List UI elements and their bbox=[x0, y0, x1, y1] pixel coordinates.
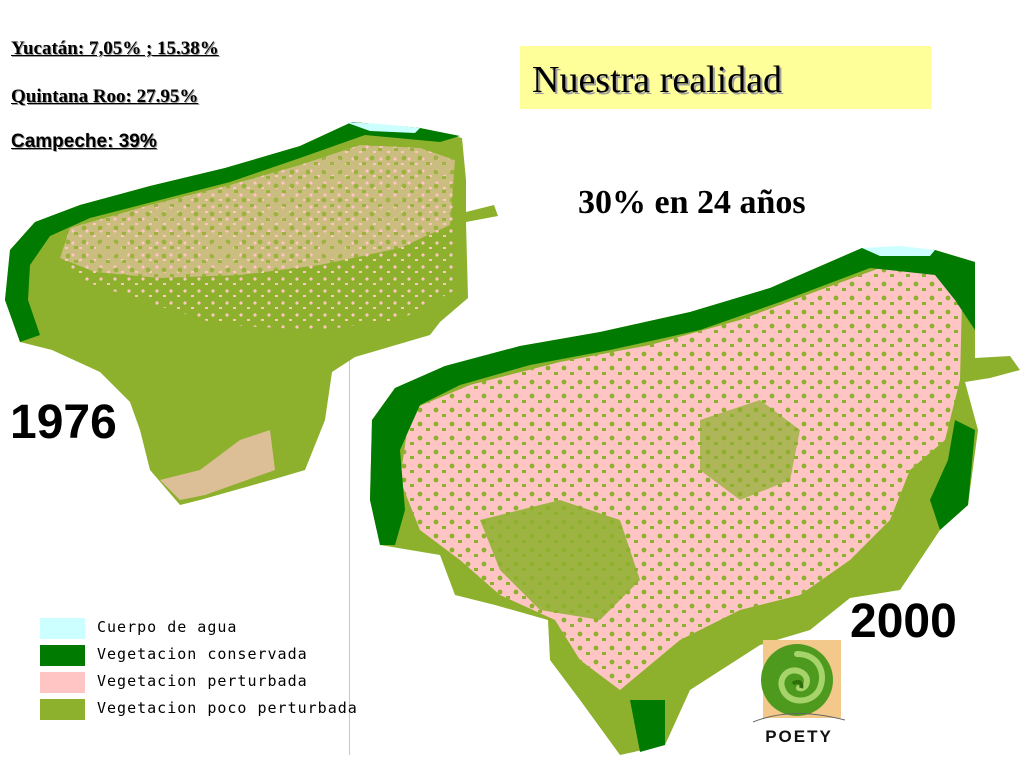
legend-label: Cuerpo de agua bbox=[97, 618, 238, 636]
title-box: Nuestra realidad bbox=[520, 46, 931, 109]
legend-swatch bbox=[40, 618, 85, 639]
poety-logo-icon bbox=[752, 640, 846, 723]
legend-label: Vegetacion perturbada bbox=[97, 672, 308, 690]
map-1976-green-speckle bbox=[60, 145, 455, 278]
poety-logo: POETY bbox=[752, 640, 846, 750]
map-1976-water bbox=[345, 122, 420, 133]
stat-quintana-roo: Quintana Roo: 27.95% bbox=[11, 86, 199, 107]
divider-line bbox=[349, 340, 350, 755]
legend-label: Vegetacion conservada bbox=[97, 645, 308, 663]
map-2000-south-conserved bbox=[630, 700, 665, 752]
subtitle: 30% en 24 años bbox=[578, 184, 806, 221]
map-1976-coast-conserved bbox=[5, 122, 460, 342]
legend-swatch bbox=[40, 699, 85, 720]
legend-swatch bbox=[40, 672, 85, 693]
map-2000-water bbox=[862, 246, 935, 256]
logo-text: POETY bbox=[765, 727, 833, 746]
legend-label: Vegetacion poco perturbada bbox=[97, 699, 358, 717]
year-label-1976: 1976 bbox=[10, 396, 117, 449]
stat-campeche: Campeche: 39% bbox=[11, 131, 157, 152]
map-2000 bbox=[370, 246, 1020, 755]
map-1976-south-disturbed bbox=[160, 430, 275, 500]
page-title: Nuestra realidad bbox=[532, 59, 783, 101]
map-1976 bbox=[5, 122, 498, 505]
year-label-2000: 2000 bbox=[850, 595, 957, 648]
map-2000-east-conserved bbox=[930, 420, 975, 530]
map-2000-green-patch-b bbox=[700, 400, 800, 500]
stat-yucatan: Yucatán: 7,05% ; 15.38% bbox=[11, 38, 219, 59]
map-2000-green-patch-a bbox=[480, 500, 640, 620]
legend-swatch bbox=[40, 645, 85, 666]
